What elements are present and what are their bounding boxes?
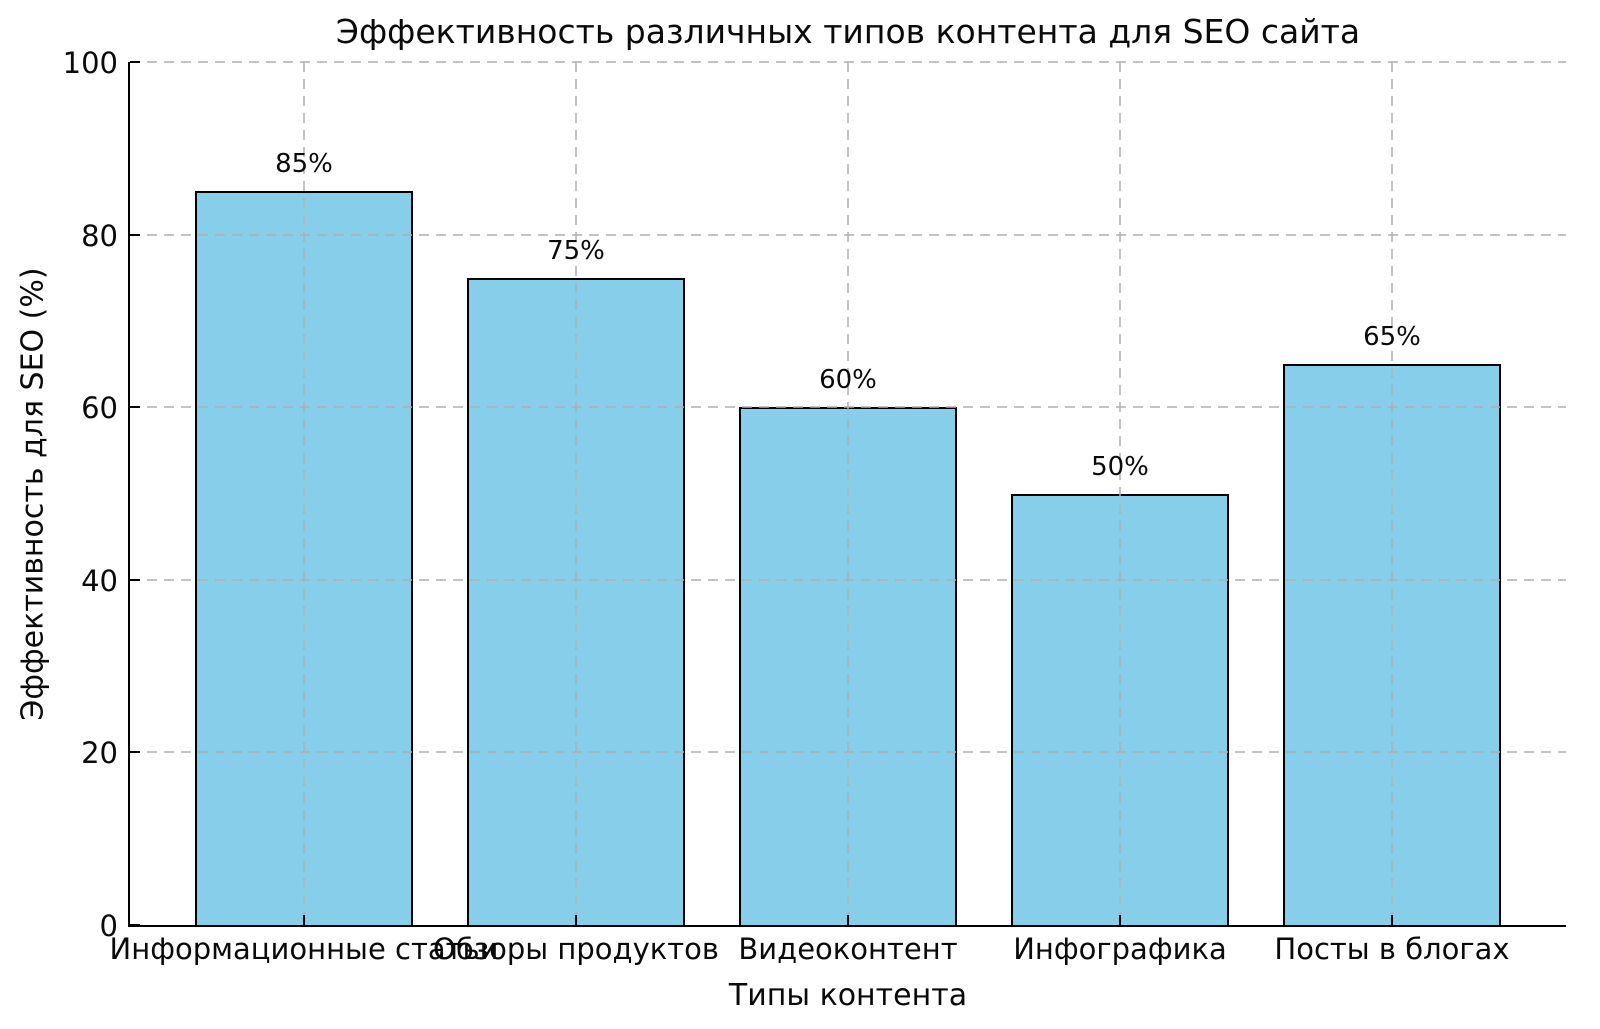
bar-value-label-1: 85%: [275, 149, 333, 180]
y-tick-mark-60: [130, 406, 140, 409]
bar-value-label-5: 65%: [1363, 322, 1421, 353]
x-axis-spine: [128, 925, 1566, 927]
x-tick-mark-1: [303, 915, 305, 925]
y-tick-mark-100: [130, 61, 140, 63]
y-axis-label: Эффективность для SEO (%): [15, 267, 51, 721]
x-tick-label-5: Посты в блогах: [1274, 932, 1510, 966]
gridline-v-1: [303, 62, 305, 925]
y-axis-spine: [128, 62, 130, 927]
y-tick-mark-80: [130, 233, 140, 236]
gridline-v-3: [847, 62, 849, 925]
y-tick-mark-20: [130, 751, 140, 754]
y-tick-mark-40: [130, 578, 140, 581]
x-tick-label-3: Видеоконтент: [738, 932, 958, 966]
y-tick-label-80: 80: [81, 218, 118, 253]
x-axis-label: Типы контента: [728, 978, 968, 1013]
y-tick-label-20: 20: [81, 736, 118, 771]
y-tick-label-60: 60: [81, 391, 118, 426]
gridline-v-2: [575, 62, 577, 925]
y-tick-label-40: 40: [81, 563, 118, 598]
chart-title: Эффективность различных типов контента д…: [335, 12, 1361, 51]
bar-value-label-2: 75%: [547, 235, 605, 266]
x-tick-mark-4: [1119, 915, 1121, 925]
bar-value-label-3: 60%: [819, 365, 877, 396]
x-tick-label-1: Информационные статьи: [109, 932, 499, 966]
y-tick-label-0: 0: [99, 909, 118, 943]
x-tick-label-2: Обзоры продуктов: [433, 932, 719, 966]
bar-value-label-4: 50%: [1091, 451, 1149, 482]
x-tick-mark-5: [1391, 915, 1393, 925]
gridline-v-4: [1119, 62, 1121, 925]
x-tick-label-4: Инфографика: [1013, 932, 1227, 966]
x-tick-mark-3: [847, 915, 849, 925]
x-tick-mark-2: [575, 915, 577, 925]
gridline-v-5: [1391, 62, 1393, 925]
y-tick-label-100: 100: [62, 46, 118, 80]
y-tick-mark-0: [130, 924, 140, 926]
